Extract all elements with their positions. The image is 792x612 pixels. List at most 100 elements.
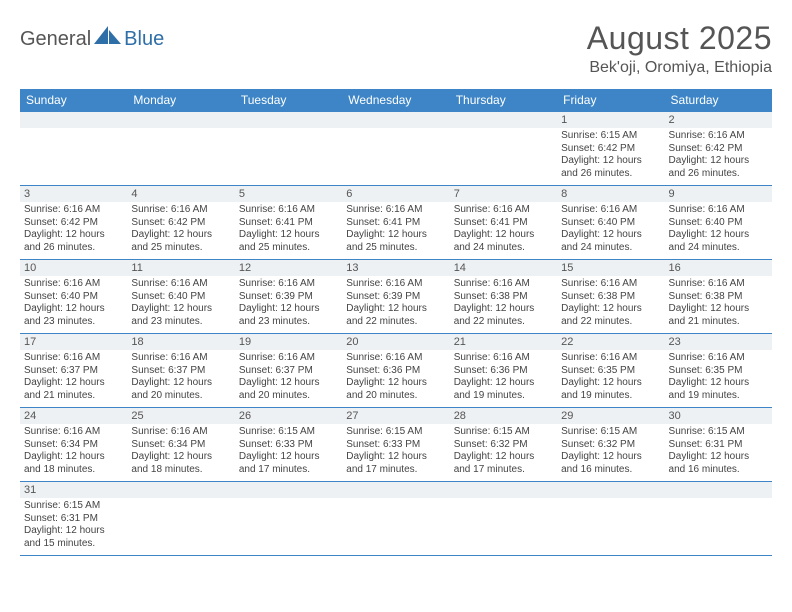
day-details: Sunrise: 6:16 AMSunset: 6:38 PMDaylight:… [665, 276, 772, 332]
calendar-day-cell: 25Sunrise: 6:16 AMSunset: 6:34 PMDayligh… [127, 408, 234, 482]
day-details: Sunrise: 6:16 AMSunset: 6:37 PMDaylight:… [235, 350, 342, 406]
day-number: 20 [342, 334, 449, 350]
sunrise-line: Sunrise: 6:15 AM [561, 130, 660, 143]
sunset-line: Sunset: 6:31 PM [669, 439, 768, 452]
daylight-line: Daylight: 12 hours and 22 minutes. [346, 303, 445, 328]
sunrise-line: Sunrise: 6:16 AM [24, 204, 123, 217]
calendar-day-cell: 21Sunrise: 6:16 AMSunset: 6:36 PMDayligh… [450, 334, 557, 408]
day-details: Sunrise: 6:16 AMSunset: 6:41 PMDaylight:… [235, 202, 342, 258]
weekday-header: Wednesday [342, 89, 449, 112]
calendar-day-cell: 28Sunrise: 6:15 AMSunset: 6:32 PMDayligh… [450, 408, 557, 482]
daylight-line: Daylight: 12 hours and 19 minutes. [454, 377, 553, 402]
day-number [235, 482, 342, 498]
calendar-day-cell [557, 482, 664, 556]
daylight-line: Daylight: 12 hours and 21 minutes. [24, 377, 123, 402]
sunset-line: Sunset: 6:35 PM [561, 365, 660, 378]
day-details: Sunrise: 6:16 AMSunset: 6:37 PMDaylight:… [20, 350, 127, 406]
day-number: 11 [127, 260, 234, 276]
sunset-line: Sunset: 6:41 PM [454, 217, 553, 230]
day-details: Sunrise: 6:16 AMSunset: 6:40 PMDaylight:… [557, 202, 664, 258]
day-number: 25 [127, 408, 234, 424]
day-number: 10 [20, 260, 127, 276]
day-number: 6 [342, 186, 449, 202]
day-details: Sunrise: 6:16 AMSunset: 6:35 PMDaylight:… [557, 350, 664, 406]
calendar-day-cell [665, 482, 772, 556]
day-details: Sunrise: 6:16 AMSunset: 6:42 PMDaylight:… [127, 202, 234, 258]
sunrise-line: Sunrise: 6:15 AM [454, 426, 553, 439]
day-number: 7 [450, 186, 557, 202]
sunset-line: Sunset: 6:36 PM [454, 365, 553, 378]
day-number [127, 482, 234, 498]
title-block: August 2025 Bek'oji, Oromiya, Ethiopia [587, 20, 772, 77]
calendar-week-row: 31Sunrise: 6:15 AMSunset: 6:31 PMDayligh… [20, 482, 772, 556]
day-details: Sunrise: 6:16 AMSunset: 6:42 PMDaylight:… [20, 202, 127, 258]
daylight-line: Daylight: 12 hours and 26 minutes. [24, 229, 123, 254]
day-number: 29 [557, 408, 664, 424]
day-number: 23 [665, 334, 772, 350]
calendar-day-cell: 3Sunrise: 6:16 AMSunset: 6:42 PMDaylight… [20, 186, 127, 260]
day-number: 21 [450, 334, 557, 350]
day-number [342, 482, 449, 498]
calendar-day-cell: 29Sunrise: 6:15 AMSunset: 6:32 PMDayligh… [557, 408, 664, 482]
sunset-line: Sunset: 6:35 PM [669, 365, 768, 378]
sunset-line: Sunset: 6:42 PM [561, 143, 660, 156]
weekday-header: Friday [557, 89, 664, 112]
calendar-table: SundayMondayTuesdayWednesdayThursdayFrid… [20, 89, 772, 556]
calendar-day-cell: 24Sunrise: 6:16 AMSunset: 6:34 PMDayligh… [20, 408, 127, 482]
logo-text-blue: Blue [124, 28, 164, 51]
day-details: Sunrise: 6:16 AMSunset: 6:40 PMDaylight:… [665, 202, 772, 258]
calendar-day-cell: 8Sunrise: 6:16 AMSunset: 6:40 PMDaylight… [557, 186, 664, 260]
calendar-day-cell: 27Sunrise: 6:15 AMSunset: 6:33 PMDayligh… [342, 408, 449, 482]
calendar-day-cell: 17Sunrise: 6:16 AMSunset: 6:37 PMDayligh… [20, 334, 127, 408]
sunset-line: Sunset: 6:36 PM [346, 365, 445, 378]
sunrise-line: Sunrise: 6:16 AM [24, 352, 123, 365]
day-details: Sunrise: 6:16 AMSunset: 6:36 PMDaylight:… [450, 350, 557, 406]
day-number [665, 482, 772, 498]
daylight-line: Daylight: 12 hours and 21 minutes. [669, 303, 768, 328]
logo-text-general: General [20, 28, 91, 51]
day-details: Sunrise: 6:16 AMSunset: 6:34 PMDaylight:… [127, 424, 234, 480]
calendar-day-cell: 5Sunrise: 6:16 AMSunset: 6:41 PMDaylight… [235, 186, 342, 260]
sunset-line: Sunset: 6:34 PM [131, 439, 230, 452]
day-number: 30 [665, 408, 772, 424]
calendar-day-cell: 22Sunrise: 6:16 AMSunset: 6:35 PMDayligh… [557, 334, 664, 408]
calendar-day-cell: 14Sunrise: 6:16 AMSunset: 6:38 PMDayligh… [450, 260, 557, 334]
day-details: Sunrise: 6:16 AMSunset: 6:39 PMDaylight:… [235, 276, 342, 332]
daylight-line: Daylight: 12 hours and 17 minutes. [454, 451, 553, 476]
day-number [557, 482, 664, 498]
sunset-line: Sunset: 6:37 PM [24, 365, 123, 378]
daylight-line: Daylight: 12 hours and 16 minutes. [561, 451, 660, 476]
daylight-line: Daylight: 12 hours and 24 minutes. [454, 229, 553, 254]
sunset-line: Sunset: 6:34 PM [24, 439, 123, 452]
sunrise-line: Sunrise: 6:15 AM [669, 426, 768, 439]
sunrise-line: Sunrise: 6:15 AM [561, 426, 660, 439]
day-details: Sunrise: 6:16 AMSunset: 6:38 PMDaylight:… [450, 276, 557, 332]
sunset-line: Sunset: 6:40 PM [24, 291, 123, 304]
daylight-line: Daylight: 12 hours and 15 minutes. [24, 525, 123, 550]
calendar-day-cell: 6Sunrise: 6:16 AMSunset: 6:41 PMDaylight… [342, 186, 449, 260]
sunset-line: Sunset: 6:38 PM [561, 291, 660, 304]
day-details: Sunrise: 6:16 AMSunset: 6:34 PMDaylight:… [20, 424, 127, 480]
calendar-day-cell: 7Sunrise: 6:16 AMSunset: 6:41 PMDaylight… [450, 186, 557, 260]
weekday-header: Monday [127, 89, 234, 112]
sunrise-line: Sunrise: 6:16 AM [454, 278, 553, 291]
page-title: August 2025 [587, 20, 772, 57]
calendar-header-row: SundayMondayTuesdayWednesdayThursdayFrid… [20, 89, 772, 112]
sunset-line: Sunset: 6:37 PM [131, 365, 230, 378]
calendar-day-cell [235, 482, 342, 556]
day-details: Sunrise: 6:15 AMSunset: 6:32 PMDaylight:… [557, 424, 664, 480]
calendar-day-cell: 4Sunrise: 6:16 AMSunset: 6:42 PMDaylight… [127, 186, 234, 260]
daylight-line: Daylight: 12 hours and 23 minutes. [131, 303, 230, 328]
sunrise-line: Sunrise: 6:16 AM [239, 278, 338, 291]
day-number: 14 [450, 260, 557, 276]
daylight-line: Daylight: 12 hours and 19 minutes. [561, 377, 660, 402]
sunset-line: Sunset: 6:33 PM [239, 439, 338, 452]
sunset-line: Sunset: 6:42 PM [24, 217, 123, 230]
sunrise-line: Sunrise: 6:16 AM [346, 204, 445, 217]
sunrise-line: Sunrise: 6:16 AM [669, 204, 768, 217]
calendar-day-cell: 1Sunrise: 6:15 AMSunset: 6:42 PMDaylight… [557, 112, 664, 186]
daylight-line: Daylight: 12 hours and 26 minutes. [561, 155, 660, 180]
day-details: Sunrise: 6:16 AMSunset: 6:40 PMDaylight:… [20, 276, 127, 332]
daylight-line: Daylight: 12 hours and 18 minutes. [131, 451, 230, 476]
weekday-header: Thursday [450, 89, 557, 112]
